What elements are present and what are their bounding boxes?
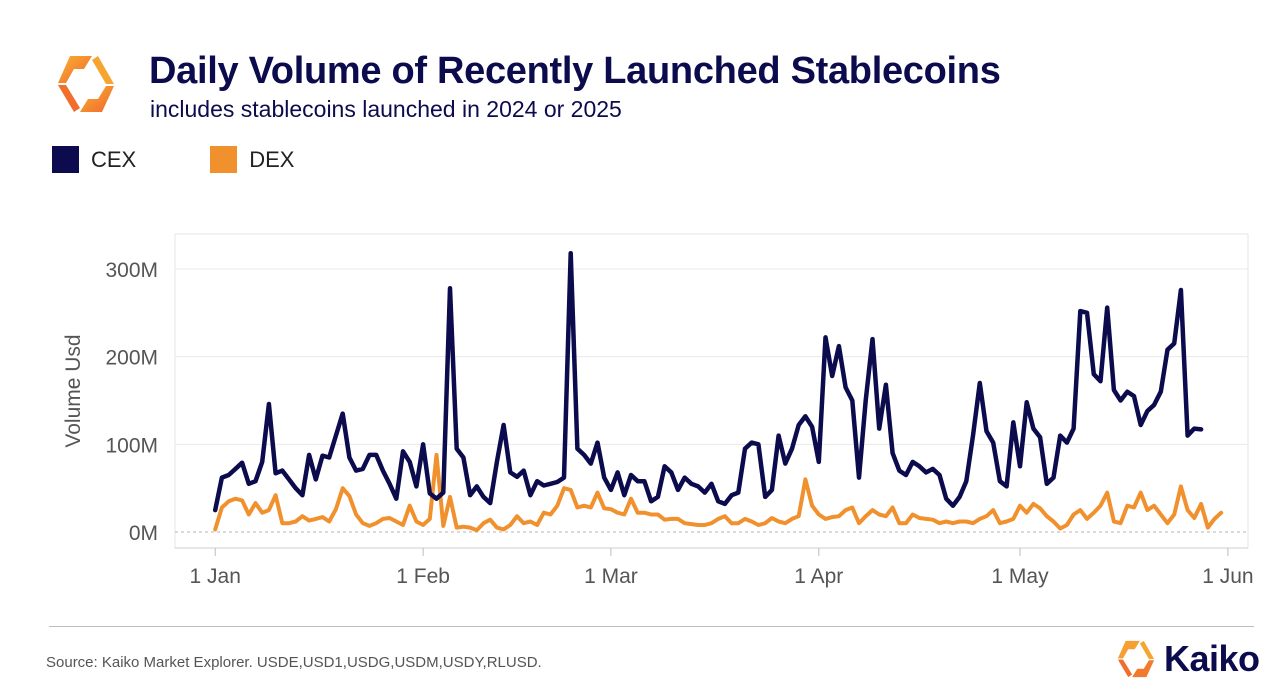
legend-swatch-cex <box>52 146 79 173</box>
x-tick-label: 1 Mar <box>584 565 638 588</box>
legend-swatch-dex <box>210 146 238 173</box>
x-tick-label: 1 Apr <box>794 565 843 588</box>
y-axis-label: Volume Usd <box>62 334 85 447</box>
kaiko-brand-icon <box>1117 640 1155 678</box>
y-tick-label: 100M <box>105 434 158 457</box>
series-line-cex <box>212 250 1204 513</box>
chart-title: Daily Volume of Recently Launched Stable… <box>149 50 1001 92</box>
x-tick-label: 1 Feb <box>396 565 450 588</box>
x-tick-label: 1 Jun <box>1202 565 1253 588</box>
kaiko-logo-icon <box>58 56 114 112</box>
series-line-dex <box>213 452 1224 533</box>
source-note: Source: Kaiko Market Explorer. USDE,USD1… <box>46 654 542 671</box>
legend-label-dex: DEX <box>249 146 295 172</box>
brand-logo: Kaiko <box>1114 638 1260 680</box>
legend-label-cex: CEX <box>91 146 137 172</box>
legend-item-cex: CEX <box>52 146 136 173</box>
y-tick-label: 200M <box>105 347 158 370</box>
legend-item-dex: DEX <box>210 146 295 173</box>
chart-subtitle: includes stablecoins launched in 2024 or… <box>150 96 622 122</box>
y-tick-label: 0M <box>129 522 158 545</box>
x-tick-label: 1 May <box>991 565 1049 588</box>
plot-area <box>174 233 1249 549</box>
brand-name: Kaiko <box>1164 638 1260 679</box>
legend: CEX DEX <box>52 146 369 173</box>
footer-divider <box>49 626 1254 627</box>
y-tick-label: 300M <box>105 259 158 282</box>
x-tick-label: 1 Jan <box>190 565 241 588</box>
